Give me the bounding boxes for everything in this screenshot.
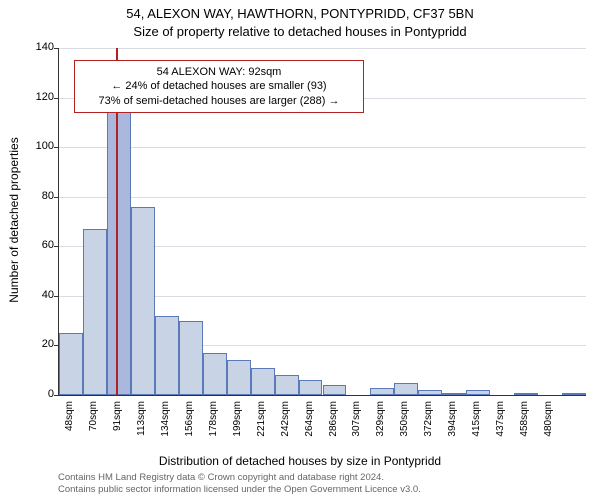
- histogram-bar: [323, 385, 347, 395]
- x-tick-label: 91sqm: [112, 401, 123, 441]
- histogram-bar: [394, 383, 418, 395]
- histogram-bar: [562, 393, 586, 395]
- annotation-callout: 54 ALEXON WAY: 92sqm← 24% of detached ho…: [74, 60, 364, 113]
- y-tick-label: 60: [24, 239, 54, 251]
- y-tick: [54, 296, 58, 297]
- x-tick-label: 134sqm: [160, 401, 171, 441]
- x-tick-label: 286sqm: [328, 401, 339, 441]
- y-tick: [54, 48, 58, 49]
- x-tick-label: 437sqm: [495, 401, 506, 441]
- title-primary: 54, ALEXON WAY, HAWTHORN, PONTYPRIDD, CF…: [0, 6, 600, 21]
- chart-container: 54, ALEXON WAY, HAWTHORN, PONTYPRIDD, CF…: [0, 0, 600, 500]
- attribution-line1: Contains HM Land Registry data © Crown c…: [58, 472, 421, 484]
- x-tick-label: 156sqm: [184, 401, 195, 441]
- x-tick-label: 458sqm: [519, 401, 530, 441]
- histogram-bar: [442, 393, 466, 395]
- x-tick-label: 394sqm: [447, 401, 458, 441]
- histogram-bar: [131, 207, 155, 395]
- histogram-bar: [107, 85, 131, 395]
- annotation-line3: 73% of semi-detached houses are larger (…: [83, 94, 355, 108]
- histogram-bar: [299, 380, 323, 395]
- x-axis-label: Distribution of detached houses by size …: [0, 454, 600, 468]
- attribution-line2: Contains public sector information licen…: [58, 484, 421, 496]
- attribution-text: Contains HM Land Registry data © Crown c…: [58, 472, 421, 496]
- y-tick: [54, 147, 58, 148]
- y-tick-label: 0: [24, 388, 54, 400]
- title-secondary: Size of property relative to detached ho…: [0, 24, 600, 39]
- histogram-bar: [155, 316, 179, 395]
- histogram-bar: [251, 368, 275, 395]
- x-tick-label: 372sqm: [423, 401, 434, 441]
- y-axis-label: Number of detached properties: [7, 137, 21, 302]
- y-tick: [54, 246, 58, 247]
- histogram-bar: [370, 388, 394, 395]
- histogram-bar: [227, 360, 251, 395]
- histogram-bar: [514, 393, 538, 395]
- x-tick-label: 113sqm: [136, 401, 147, 441]
- x-tick-label: 221sqm: [256, 401, 267, 441]
- y-tick-label: 140: [24, 41, 54, 53]
- histogram-bar: [83, 229, 107, 395]
- histogram-bar: [418, 390, 442, 395]
- gridline: [59, 147, 586, 148]
- x-tick-label: 329sqm: [375, 401, 386, 441]
- y-tick-label: 40: [24, 289, 54, 301]
- histogram-bar: [179, 321, 203, 395]
- histogram-bar: [203, 353, 227, 395]
- y-tick: [54, 345, 58, 346]
- y-tick: [54, 395, 58, 396]
- y-tick-label: 120: [24, 91, 54, 103]
- annotation-line2: ← 24% of detached houses are smaller (93…: [83, 79, 355, 93]
- gridline: [59, 197, 586, 198]
- x-tick-label: 199sqm: [232, 401, 243, 441]
- histogram-bar: [466, 390, 490, 395]
- y-tick-label: 100: [24, 140, 54, 152]
- annotation-line1: 54 ALEXON WAY: 92sqm: [83, 65, 355, 79]
- histogram-bar: [59, 333, 83, 395]
- y-tick-label: 80: [24, 190, 54, 202]
- gridline: [59, 48, 586, 49]
- x-tick-label: 178sqm: [208, 401, 219, 441]
- y-tick: [54, 98, 58, 99]
- x-tick-label: 415sqm: [471, 401, 482, 441]
- x-tick-label: 350sqm: [399, 401, 410, 441]
- histogram-bar: [275, 375, 299, 395]
- x-tick-label: 307sqm: [351, 401, 362, 441]
- y-tick-label: 20: [24, 338, 54, 350]
- x-tick-label: 70sqm: [88, 401, 99, 441]
- x-tick-label: 264sqm: [304, 401, 315, 441]
- x-tick-label: 242sqm: [280, 401, 291, 441]
- x-tick-label: 48sqm: [64, 401, 75, 441]
- x-tick-label: 480sqm: [543, 401, 554, 441]
- y-tick: [54, 197, 58, 198]
